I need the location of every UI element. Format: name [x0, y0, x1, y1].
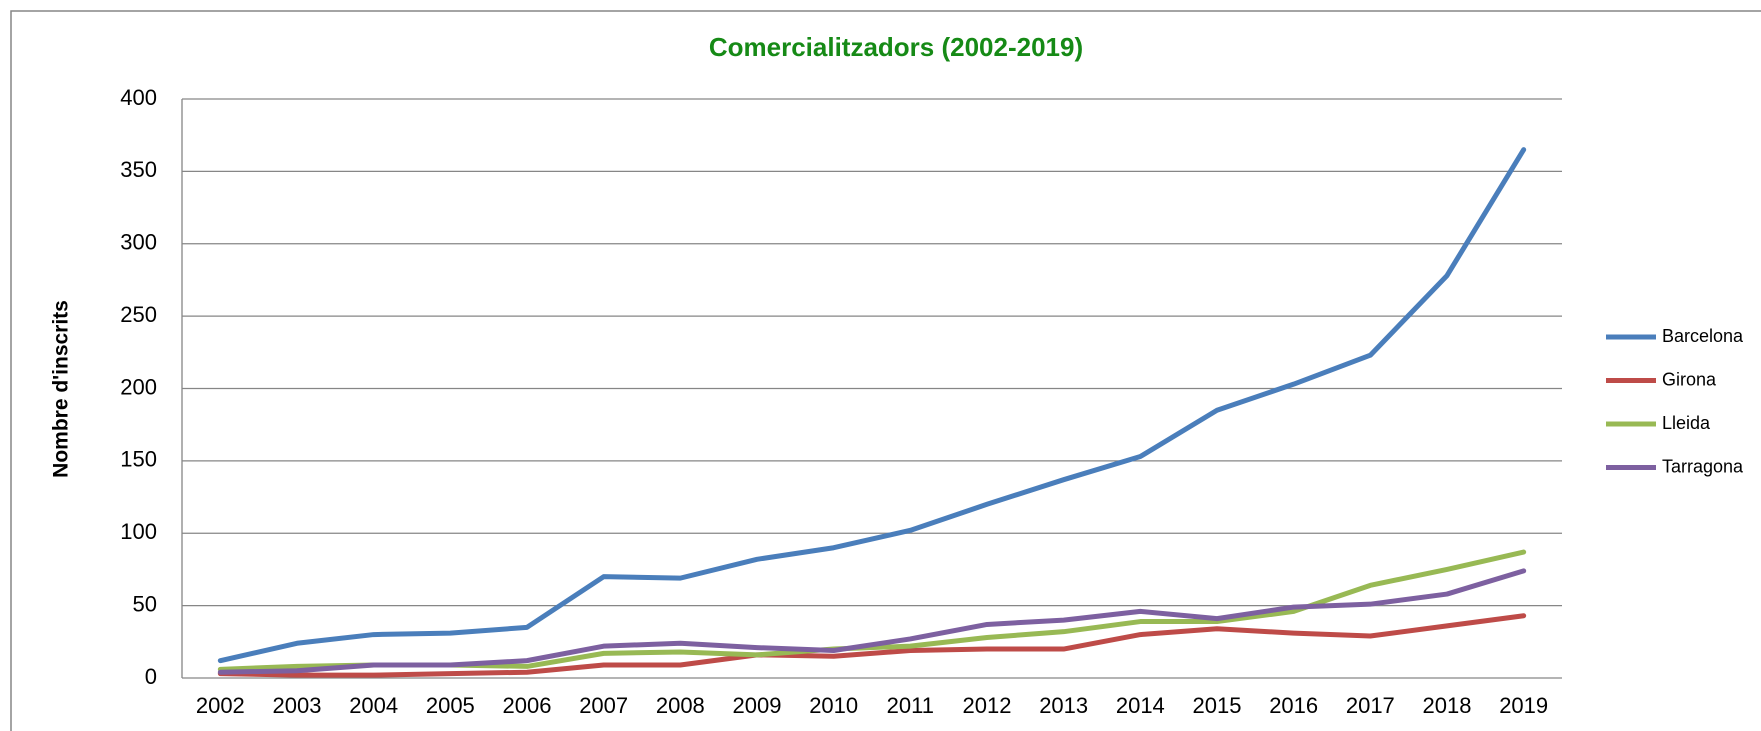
y-tick-label: 400	[120, 85, 157, 110]
x-tick-label: 2012	[963, 693, 1012, 718]
x-tick-label: 2007	[579, 693, 628, 718]
y-tick-label: 50	[133, 591, 157, 616]
chart-border	[10, 10, 1761, 731]
x-tick-label: 2011	[887, 693, 934, 718]
y-tick-label: 250	[120, 302, 157, 327]
chart-title: Comercialitzadors (2002-2019)	[709, 32, 1083, 62]
x-tick-label: 2002	[196, 693, 245, 718]
x-tick-label: 2019	[1499, 693, 1548, 718]
x-tick-label: 2014	[1116, 693, 1165, 718]
x-tick-label: 2006	[503, 693, 552, 718]
y-tick-label: 0	[145, 664, 157, 689]
x-tick-label: 2005	[426, 693, 475, 718]
x-tick-label: 2013	[1039, 693, 1088, 718]
y-tick-label: 350	[120, 157, 157, 182]
x-tick-label: 2010	[809, 693, 858, 718]
line-series	[217, 613, 1527, 678]
y-tick-label: 150	[120, 447, 157, 472]
y-tick-label: 200	[120, 374, 157, 399]
line-series	[217, 147, 1527, 664]
x-tick-label: 2003	[273, 693, 322, 718]
x-tick-label: 2018	[1423, 693, 1472, 718]
legend-label: Barcelona	[1662, 326, 1744, 346]
y-axis-label: Nombre d'inscrits	[50, 300, 73, 478]
y-tick-label: 100	[120, 519, 157, 544]
line-series	[217, 568, 1527, 675]
x-tick-label: 2008	[656, 693, 705, 718]
legend-label: Tarragona	[1662, 456, 1744, 476]
x-tick-label: 2015	[1193, 693, 1242, 718]
legend-label: Lleida	[1662, 413, 1711, 433]
y-tick-label: 300	[120, 230, 157, 255]
x-tick-label: 2016	[1269, 693, 1318, 718]
x-tick-label: 2004	[349, 693, 398, 718]
x-tick-label: 2017	[1346, 693, 1395, 718]
x-tick-label: 2009	[733, 693, 782, 718]
legend-label: Girona	[1662, 369, 1717, 389]
